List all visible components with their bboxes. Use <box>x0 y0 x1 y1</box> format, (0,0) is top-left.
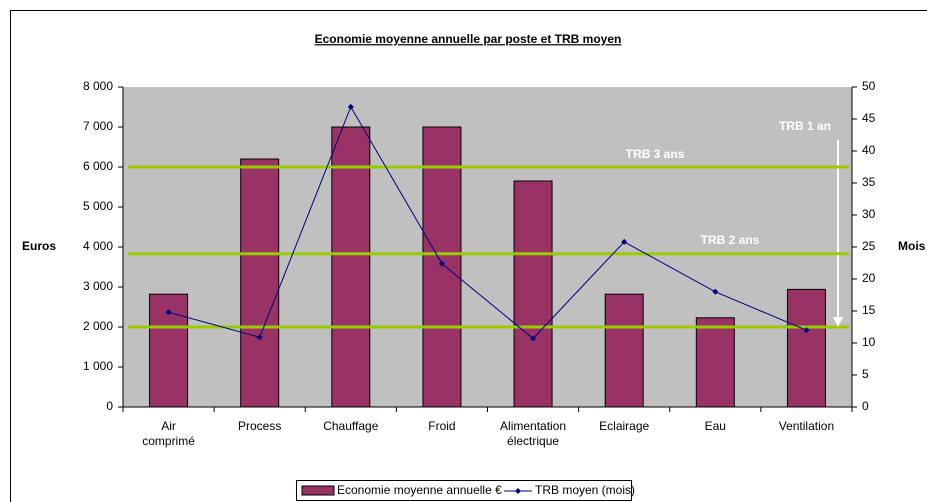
x-tick-label-box: Air comprimé <box>142 419 195 448</box>
x-tick-label-box: Froid <box>428 419 456 433</box>
y-axis-label: Euros <box>22 239 56 253</box>
y-tick-label: 7 000 <box>83 119 113 133</box>
y-tick-label: 4 000 <box>83 239 113 253</box>
bar <box>422 126 462 408</box>
reference-label: TRB 3 ans <box>626 147 685 161</box>
x-tick-label-box: Ventilation <box>778 419 835 433</box>
bar <box>604 293 644 408</box>
x-tick-label-box: Chauffage <box>323 419 379 433</box>
legend-label: Economie moyenne annuelle € <box>337 483 502 497</box>
line-marker <box>621 238 628 245</box>
x-tick-label: Eclairage <box>599 419 650 433</box>
bar <box>786 288 826 408</box>
x-tick-label: Ventilation <box>778 419 835 433</box>
y2-tick-label: 30 <box>862 207 876 221</box>
y-tick-label: 3 000 <box>83 279 113 293</box>
line <box>168 105 807 340</box>
y-tick-label: 1 000 <box>83 359 113 373</box>
y2-tick-label: 25 <box>862 239 876 253</box>
y2-tick-label: 40 <box>862 143 876 157</box>
line-marker <box>347 103 354 110</box>
reference-label: TRB 1 an <box>779 119 831 133</box>
line-marker <box>803 327 810 334</box>
y-tick-label: 0 <box>106 399 113 413</box>
x-tick-label-box: Eclairage <box>599 419 650 433</box>
y-tick-label: 8 000 <box>83 79 113 93</box>
x-tick-label-box: Process <box>238 419 282 433</box>
x-tick-label: Air comprimé <box>142 419 195 448</box>
bar <box>331 126 371 408</box>
legend-swatch <box>301 485 335 496</box>
x-tick-label-box: Alimentation électrique <box>500 419 567 448</box>
x-tick-label: Chauffage <box>323 419 379 433</box>
y-tick-label: 5 000 <box>83 199 113 213</box>
line-marker <box>438 260 445 267</box>
y2-tick-label: 50 <box>862 79 876 93</box>
y-tick-label: 2 000 <box>83 319 113 333</box>
y2-tick-label: 15 <box>862 303 876 317</box>
y2-tick-label: 0 <box>862 399 869 413</box>
bar <box>513 180 553 408</box>
y2-tick-label: 5 <box>862 367 869 381</box>
reference-label: TRB 2 ans <box>701 233 760 247</box>
line-marker <box>256 334 263 341</box>
legend-box <box>296 480 632 501</box>
y2-tick-label: 35 <box>862 175 876 189</box>
x-tick-label: Alimentation électrique <box>500 419 567 448</box>
y-tick-label: 6 000 <box>83 159 113 173</box>
y2-axis-label: Mois <box>898 239 926 253</box>
legend-marker <box>515 488 521 494</box>
line-marker <box>165 309 172 316</box>
line-marker <box>530 335 537 342</box>
x-tick-label: Process <box>238 419 282 433</box>
legend-label: TRB moyen (mois) <box>535 483 635 497</box>
x-tick-label: Froid <box>428 419 456 433</box>
x-tick-label: Eau <box>704 419 726 433</box>
y2-tick-label: 45 <box>862 111 876 125</box>
x-tick-label-box: Eau <box>704 419 726 433</box>
bar <box>695 317 735 408</box>
reference-arrowhead <box>833 317 843 327</box>
line-marker <box>712 288 719 295</box>
y2-tick-label: 10 <box>862 335 876 349</box>
y2-tick-label: 20 <box>862 271 876 285</box>
chart-title: Economie moyenne annuelle par poste et T… <box>315 32 622 46</box>
bar <box>240 158 280 408</box>
